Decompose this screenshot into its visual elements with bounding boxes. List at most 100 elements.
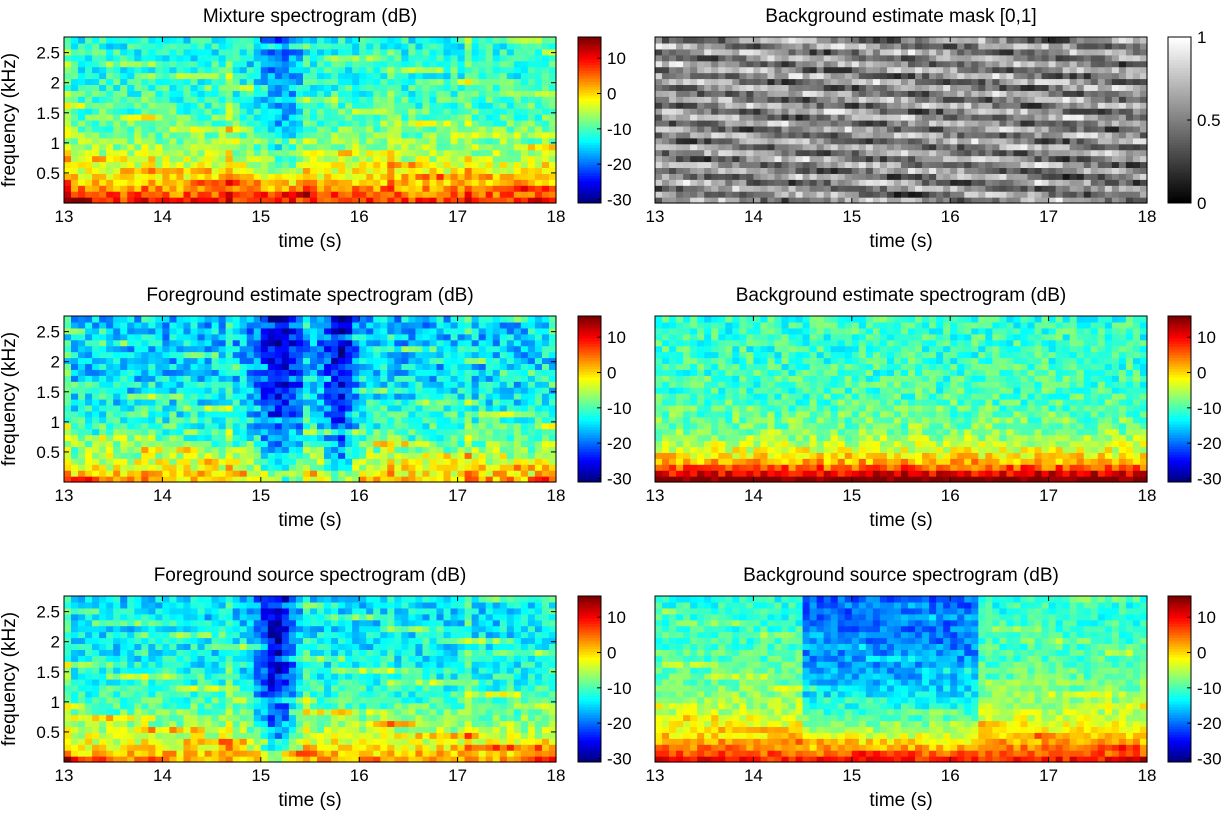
heatmap-cell xyxy=(246,84,255,91)
heatmap-cell xyxy=(190,458,199,465)
heatmap-cell xyxy=(211,351,220,359)
heatmap-cell xyxy=(541,48,550,56)
heatmap-cell xyxy=(197,452,206,459)
heatmap-cell xyxy=(64,197,72,204)
heatmap-cell xyxy=(676,37,684,44)
heatmap-cell xyxy=(837,120,846,127)
heatmap-cell xyxy=(190,125,199,133)
heatmap-cell xyxy=(92,339,100,347)
heatmap-cell xyxy=(1055,120,1064,127)
heatmap-cell xyxy=(676,131,684,139)
heatmap-cell xyxy=(739,137,747,145)
heatmap-cell xyxy=(239,197,248,204)
heatmap-cell xyxy=(225,440,234,448)
heatmap-cell xyxy=(915,108,923,115)
heatmap-cell xyxy=(387,137,395,145)
heatmap-cell xyxy=(64,410,72,418)
heatmap-cell xyxy=(113,387,121,394)
heatmap-cell xyxy=(697,54,705,62)
heatmap-cell xyxy=(204,393,213,400)
heatmap-cell xyxy=(978,131,986,139)
heatmap-cell xyxy=(127,120,135,127)
heatmap-cell xyxy=(879,114,888,121)
heatmap-cell xyxy=(999,131,1008,139)
heatmap-cell xyxy=(964,54,972,62)
heatmap-cell xyxy=(492,120,501,127)
heatmap-cell xyxy=(471,78,480,86)
heatmap-cell xyxy=(1118,90,1127,97)
heatmap-cell xyxy=(711,84,719,91)
colorbar-segment xyxy=(578,95,601,99)
heatmap-cell xyxy=(858,185,867,192)
heatmap-cell xyxy=(1048,84,1057,91)
heatmap-cell xyxy=(99,66,107,74)
heatmap-cell xyxy=(830,155,839,163)
heatmap-cell xyxy=(169,191,178,198)
heatmap-cell xyxy=(957,197,965,204)
heatmap-cell xyxy=(879,48,888,56)
heatmap-cell xyxy=(127,351,135,359)
heatmap-cell xyxy=(471,191,480,198)
heatmap-cell xyxy=(655,173,663,180)
heatmap-cell xyxy=(746,54,754,62)
heatmap-cell xyxy=(1111,161,1120,169)
heatmap-cell xyxy=(471,54,480,62)
heatmap-cell xyxy=(823,197,832,204)
heatmap-cell xyxy=(872,108,881,115)
heatmap-cell xyxy=(915,66,923,74)
x-tick-label: 18 xyxy=(1138,207,1157,226)
heatmap-cell xyxy=(746,84,754,91)
heatmap-cell xyxy=(1006,185,1015,192)
heatmap-cell xyxy=(872,120,881,127)
heatmap-cell xyxy=(760,48,769,56)
heatmap-cell xyxy=(71,185,79,192)
heatmap-cell xyxy=(760,125,769,133)
heatmap-cell xyxy=(436,143,445,151)
heatmap-cell xyxy=(345,84,353,91)
heatmap-cell xyxy=(781,161,790,169)
heatmap-cell xyxy=(936,197,944,204)
heatmap-cell xyxy=(92,399,100,406)
heatmap-cell xyxy=(162,327,171,335)
heatmap-cell xyxy=(387,78,395,86)
heatmap-cell xyxy=(64,422,72,430)
heatmap-cell xyxy=(141,54,149,62)
heatmap-cell xyxy=(520,90,529,97)
heatmap-cell xyxy=(310,143,318,151)
heatmap-cell xyxy=(113,60,121,68)
heatmap-cell xyxy=(936,72,944,80)
colorbar-segment xyxy=(1168,178,1191,182)
heatmap-cell xyxy=(655,90,663,97)
heatmap-cell xyxy=(155,149,163,157)
heatmap-cell xyxy=(155,464,163,471)
heatmap-cell xyxy=(1076,108,1085,115)
heatmap-cell xyxy=(183,321,192,329)
heatmap-cell xyxy=(302,161,311,169)
heatmap-cell xyxy=(429,185,438,192)
heatmap-cell xyxy=(127,42,135,50)
heatmap-cell xyxy=(718,37,726,44)
heatmap-cell xyxy=(211,197,220,204)
heatmap-cell xyxy=(971,72,979,80)
heatmap-cell xyxy=(760,54,769,62)
heatmap-cell xyxy=(85,102,93,109)
heatmap-cell xyxy=(352,90,360,97)
heatmap-cell xyxy=(176,143,185,151)
heatmap-cell xyxy=(788,37,797,44)
heatmap-cell xyxy=(422,48,431,56)
heatmap-cell xyxy=(1020,143,1029,151)
heatmap-cell xyxy=(338,60,346,68)
heatmap-cell xyxy=(893,143,902,151)
heatmap-cell xyxy=(331,102,339,109)
heatmap-cell xyxy=(120,54,128,62)
heatmap-cell xyxy=(401,149,409,157)
heatmap-cell xyxy=(893,114,902,121)
heatmap-cell xyxy=(1139,54,1148,62)
heatmap-cell xyxy=(211,54,220,62)
heatmap-cell xyxy=(127,339,135,347)
heatmap-cell xyxy=(64,387,72,394)
heatmap-cell xyxy=(851,108,860,115)
heatmap-cell xyxy=(99,363,107,370)
heatmap-cell xyxy=(225,387,234,394)
heatmap-cell xyxy=(113,131,121,139)
